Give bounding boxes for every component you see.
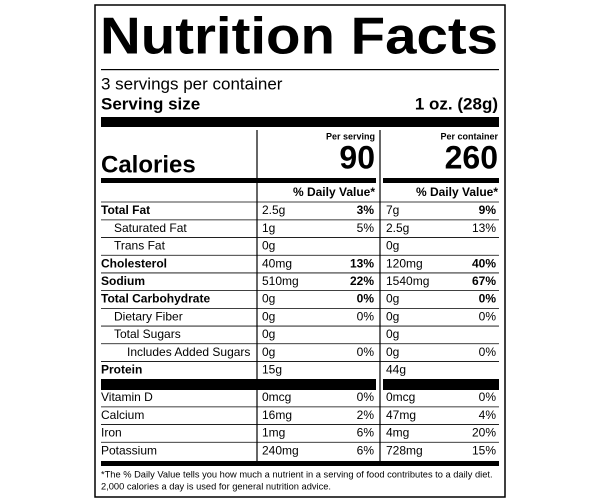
nutrient-name: Total Fat xyxy=(101,203,150,217)
amount: 728mg xyxy=(386,443,423,457)
calories-label: Calories xyxy=(101,151,196,178)
daily-value: 15% xyxy=(472,443,496,457)
nutrient-name: Protein xyxy=(101,362,142,376)
daily-value: 67% xyxy=(472,274,496,288)
footnote: *The % Daily Value tells you how much a … xyxy=(101,469,493,479)
daily-value: 6% xyxy=(357,426,375,440)
daily-value: 22% xyxy=(350,274,374,288)
servings: 3 servings per container xyxy=(101,74,283,93)
nutrient-name: Iron xyxy=(101,426,122,440)
amount: 0g xyxy=(262,345,275,359)
calories-container: 260 xyxy=(445,139,498,175)
thick-rule xyxy=(383,379,499,390)
amount: 0g xyxy=(262,309,275,323)
serving-size: 1 oz. (28g) xyxy=(415,94,498,113)
amount: 1g xyxy=(262,221,275,235)
daily-value: 6% xyxy=(357,443,375,457)
daily-value: 0% xyxy=(479,292,497,306)
footnote: 2,000 calories a day is used for general… xyxy=(101,481,331,491)
daily-value: 13% xyxy=(350,256,374,270)
calories-serving: 90 xyxy=(339,139,375,175)
daily-value: 0% xyxy=(357,309,375,323)
per-serving: Per serving xyxy=(326,131,375,141)
serving-size-label: Serving size xyxy=(101,94,200,113)
amount: 0g xyxy=(386,309,399,323)
amount: 1540mg xyxy=(386,274,429,288)
daily-value: 2% xyxy=(357,408,375,422)
amount: 47mg xyxy=(386,408,416,422)
amount: 1mg xyxy=(262,426,285,440)
amount: 4mg xyxy=(386,426,409,440)
rule xyxy=(101,69,499,71)
daily-value: 0% xyxy=(357,292,375,306)
amount: 0g xyxy=(262,239,275,253)
amount: 0g xyxy=(262,327,275,341)
nutrient-name: Dietary Fiber xyxy=(114,309,183,323)
daily-value: 0% xyxy=(479,345,497,359)
daily-value: 0% xyxy=(479,309,497,323)
thick-rule xyxy=(101,379,376,390)
daily-value: 0% xyxy=(479,390,497,404)
nutrient-name: Calcium xyxy=(101,408,144,422)
amount: 510mg xyxy=(262,274,299,288)
amount: 240mg xyxy=(262,443,299,457)
nutrient-name: Cholesterol xyxy=(101,256,167,270)
amount: 16mg xyxy=(262,408,292,422)
nutrient-name: Includes Added Sugars xyxy=(127,345,250,359)
daily-value: 5% xyxy=(357,221,375,235)
daily-value: 9% xyxy=(479,203,497,217)
daily-value: 40% xyxy=(472,256,496,270)
daily-value: 3% xyxy=(357,203,375,217)
daily-value: 0% xyxy=(357,345,375,359)
nutrient-name: Trans Fat xyxy=(114,239,166,253)
amount: 7g xyxy=(386,203,399,217)
amount: 0g xyxy=(386,239,399,253)
amount: 0g xyxy=(386,292,399,306)
amount: 0mcg xyxy=(262,390,291,404)
label-border xyxy=(94,4,506,498)
amount: 15g xyxy=(262,362,282,376)
nutrient-name: Saturated Fat xyxy=(114,221,187,235)
daily-value: 13% xyxy=(472,221,496,235)
amount: 0g xyxy=(386,327,399,341)
medium-rule xyxy=(101,178,376,183)
amount: 0g xyxy=(386,345,399,359)
amount: 0g xyxy=(262,292,275,306)
daily-value: 20% xyxy=(472,426,496,440)
daily-value: 4% xyxy=(479,408,497,422)
daily-value: 0% xyxy=(357,390,375,404)
amount: 44g xyxy=(386,362,406,376)
nutrient-name: Sodium xyxy=(101,274,145,288)
per-container: Per container xyxy=(440,131,498,141)
amount: 2.5g xyxy=(386,221,409,235)
nutrient-name: Total Sugars xyxy=(114,327,181,341)
amount: 40mg xyxy=(262,256,292,270)
amount: 0mcg xyxy=(386,390,415,404)
thick-rule xyxy=(101,117,499,127)
medium-rule xyxy=(101,461,499,466)
dv-header: % Daily Value* xyxy=(293,185,375,199)
dv-header: % Daily Value* xyxy=(416,185,498,199)
nutrient-name: Potassium xyxy=(101,443,157,457)
nutrient-name: Total Carbohydrate xyxy=(101,292,210,306)
amount: 2.5g xyxy=(262,203,285,217)
nutrient-name: Vitamin D xyxy=(101,390,153,404)
amount: 120mg xyxy=(386,256,423,270)
medium-rule xyxy=(383,178,499,183)
title: Nutrition Facts xyxy=(100,8,498,66)
